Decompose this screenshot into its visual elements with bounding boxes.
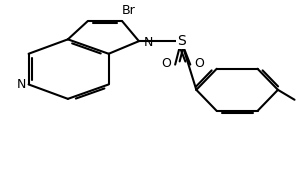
Text: O: O bbox=[194, 57, 204, 70]
Text: N: N bbox=[143, 36, 153, 48]
Text: Br: Br bbox=[121, 4, 135, 17]
Text: S: S bbox=[177, 34, 185, 48]
Text: N: N bbox=[17, 78, 26, 91]
Text: O: O bbox=[162, 57, 171, 70]
